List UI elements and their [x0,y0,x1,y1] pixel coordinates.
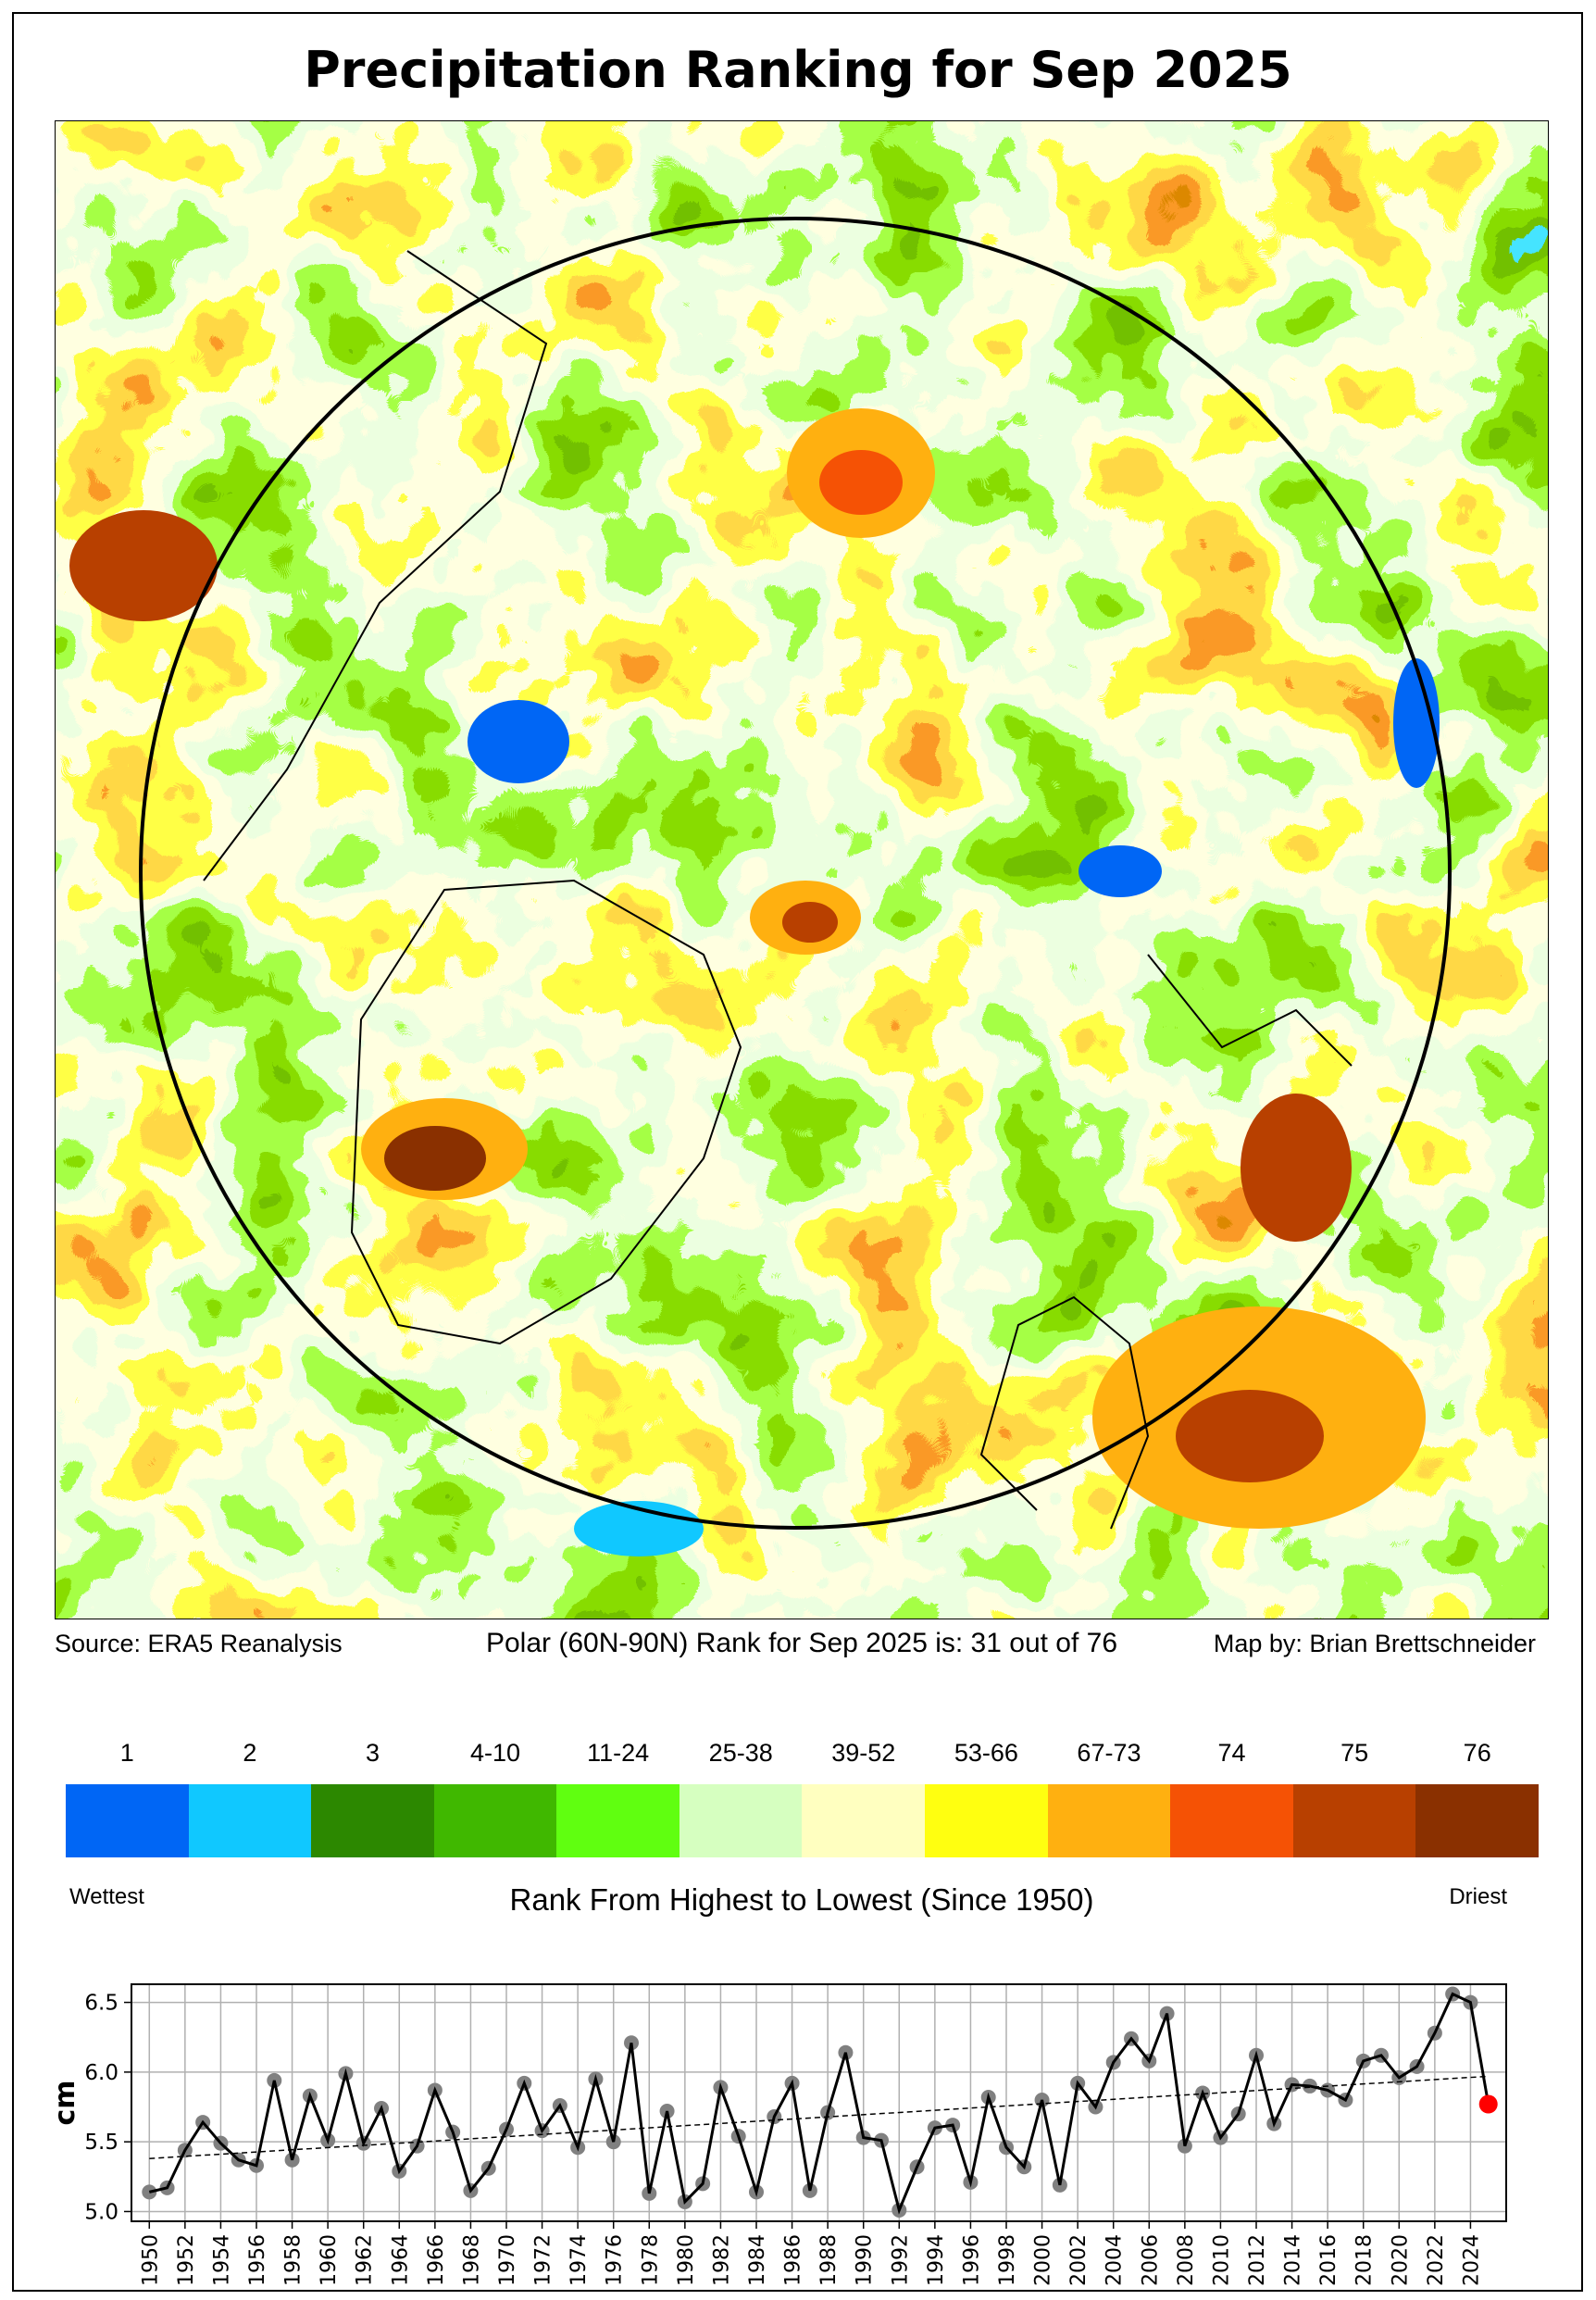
rank-statement: Polar (60N-90N) Rank for Sep 2025 is: 31… [485,1628,1118,1658]
colorbar-bin-label: 25-38 [708,1739,773,1767]
colorbar-bin-label: 74 [1217,1739,1246,1767]
x-tick-label: 1956 [246,2234,269,2286]
60n-latitude-circle [139,217,1452,1530]
x-tick-label: 1968 [460,2234,483,2286]
colorbar-swatch [802,1784,926,1857]
x-tick-label: 1992 [889,2234,912,2286]
colorbar-bin-label: 39-52 [831,1739,896,1767]
x-tick-label: 1952 [175,2234,198,2286]
colorbar-bin-label: 67-73 [1077,1739,1141,1767]
series-line [148,1992,1490,2215]
x-tick-label: 1994 [925,2234,948,2286]
precipitation-rank-map [55,120,1549,1619]
x-tick-label: 1960 [318,2234,341,2286]
x-tick-label: 1988 [817,2234,841,2286]
x-tick-label: 2002 [1067,2234,1091,2286]
colorbar-bin-label: 11-24 [587,1739,650,1767]
x-tick-label: 1990 [854,2234,877,2286]
x-tick-label: 1964 [389,2234,412,2286]
x-tick-label: 1958 [282,2234,305,2286]
x-tick-label: 2024 [1460,2234,1483,2286]
colorbar-bin-label: 76 [1463,1739,1491,1767]
x-tick-label: 1974 [567,2234,591,2286]
wet-anomalies [468,658,1440,1556]
source-note: Source: ERA5 Reanalysis [55,1630,343,1657]
x-tick-label: 2020 [1389,2234,1412,2286]
x-tick-label: 1966 [425,2234,448,2286]
x-tick-label: 2010 [1210,2234,1233,2286]
colorbar-swatch [556,1784,680,1857]
y-tick-label: 6.0 [84,2061,118,2085]
credit-note: Map by: Brian Brettschneider [1213,1630,1536,1657]
y-tick-label: 5.5 [84,2131,118,2155]
colorbar [66,1784,1539,1857]
y-axis-label: cm [49,2080,81,2125]
figure-frame [12,12,1583,2292]
colorbar-bin-label: 3 [365,1739,380,1767]
x-tick-label: 1986 [782,2234,805,2286]
x-tick-label: 1978 [639,2234,662,2286]
map-canvas [56,121,1548,1619]
x-tick-label: 1998 [996,2234,1019,2286]
colorbar-bin-label: 4-10 [470,1739,521,1767]
colorbar-swatch [311,1784,434,1857]
current-year-point [1478,2094,1498,2114]
dry-anomalies [69,408,1426,1529]
x-tick-label: 2000 [1032,2234,1055,2286]
colorbar-swatch [1292,1784,1416,1857]
y-tick-label: 6.5 [84,1992,118,2016]
x-tick-label: 1970 [496,2234,519,2286]
colorbar-axis-label: Rank From Highest to Lowest (Since 1950) [509,1882,1094,1917]
x-tick-label: 1954 [210,2234,233,2286]
x-tick-label: 2004 [1103,2234,1127,2286]
x-tick-label: 2014 [1282,2234,1305,2286]
colorbar-swatch [1170,1784,1293,1857]
x-tick-label: 1996 [960,2234,983,2286]
colorbar-swatch [1415,1784,1539,1857]
x-tick-label: 2018 [1353,2234,1377,2286]
x-tick-label: 2022 [1425,2234,1448,2286]
colorbar-swatch [1047,1784,1171,1857]
x-tick-label: 1984 [746,2234,769,2286]
x-tick-label: 2006 [1139,2234,1162,2286]
coastlines [203,250,1353,1530]
page-title: Precipitation Ranking for Sep 2025 [304,41,1292,99]
x-tick-label: 1972 [532,2234,555,2286]
trend-line [149,2075,1489,2159]
colorbar-bin-label: 53-66 [954,1739,1018,1767]
colorbar-swatch [433,1784,557,1857]
colorbar-bin-label: 1 [119,1739,134,1767]
x-tick-label: 2012 [1246,2234,1269,2286]
x-tick-label: 2008 [1175,2234,1198,2286]
colorbar-swatch [66,1784,189,1857]
x-tick-label: 1962 [354,2234,377,2286]
x-tick-label: 2016 [1317,2234,1340,2286]
wettest-label: Wettest [69,1884,144,1909]
colorbar-swatch [925,1784,1048,1857]
colorbar-bin-label: 2 [243,1739,257,1767]
colorbar-bin-label: 75 [1340,1739,1369,1767]
colorbar-swatch [188,1784,312,1857]
x-tick-label: 1982 [710,2234,733,2286]
x-tick-label: 1976 [604,2234,627,2286]
driest-label: Driest [1449,1884,1507,1909]
y-tick-label: 5.0 [84,2200,118,2224]
x-tick-label: 1950 [139,2234,162,2286]
x-tick-label: 1980 [675,2234,698,2286]
plot-area-border [131,1983,1507,2222]
colorbar-swatch [679,1784,803,1857]
